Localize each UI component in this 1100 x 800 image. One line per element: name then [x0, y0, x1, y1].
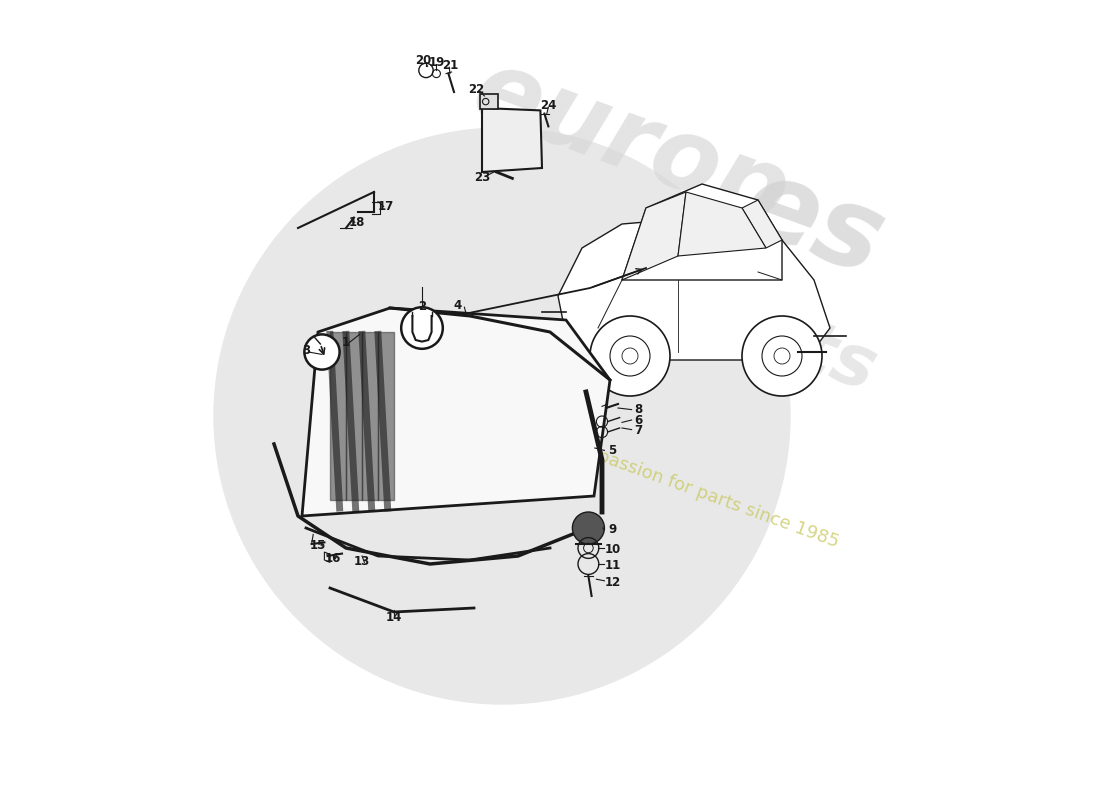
- Polygon shape: [482, 108, 542, 172]
- Text: 16: 16: [324, 552, 341, 565]
- Circle shape: [572, 512, 604, 544]
- Text: 7: 7: [634, 424, 642, 437]
- Text: europ: europ: [459, 42, 801, 246]
- Circle shape: [590, 316, 670, 396]
- Text: 12: 12: [604, 576, 620, 589]
- Circle shape: [305, 334, 340, 370]
- Text: 6: 6: [634, 414, 642, 426]
- Text: 8: 8: [634, 403, 642, 416]
- Text: a passion for parts since 1985: a passion for parts since 1985: [579, 441, 842, 551]
- Text: 19: 19: [428, 56, 444, 69]
- Text: 23: 23: [474, 171, 491, 184]
- Text: 9: 9: [608, 523, 616, 536]
- Polygon shape: [621, 192, 686, 280]
- Text: 24: 24: [540, 99, 557, 112]
- Text: 15: 15: [310, 539, 327, 552]
- Text: 21: 21: [442, 59, 458, 72]
- Text: 3: 3: [301, 344, 310, 357]
- Polygon shape: [621, 184, 782, 280]
- Polygon shape: [742, 200, 782, 248]
- Text: parts: parts: [662, 267, 887, 405]
- Text: 2: 2: [418, 300, 426, 313]
- Circle shape: [214, 128, 790, 704]
- Text: 20: 20: [416, 54, 431, 66]
- Circle shape: [742, 316, 822, 396]
- FancyBboxPatch shape: [481, 94, 498, 109]
- Text: es: es: [729, 150, 899, 298]
- Text: 1: 1: [342, 336, 350, 349]
- Text: 18: 18: [349, 216, 364, 229]
- Text: 11: 11: [604, 559, 620, 572]
- Text: 4: 4: [454, 299, 462, 312]
- Text: 17: 17: [378, 200, 394, 213]
- Text: 5: 5: [608, 444, 616, 457]
- Polygon shape: [302, 308, 610, 516]
- Text: 14: 14: [386, 611, 403, 624]
- Text: 13: 13: [354, 555, 370, 568]
- Text: 22: 22: [469, 83, 484, 96]
- Polygon shape: [678, 192, 766, 256]
- Text: 10: 10: [604, 543, 620, 556]
- Circle shape: [402, 307, 443, 349]
- Polygon shape: [558, 216, 830, 360]
